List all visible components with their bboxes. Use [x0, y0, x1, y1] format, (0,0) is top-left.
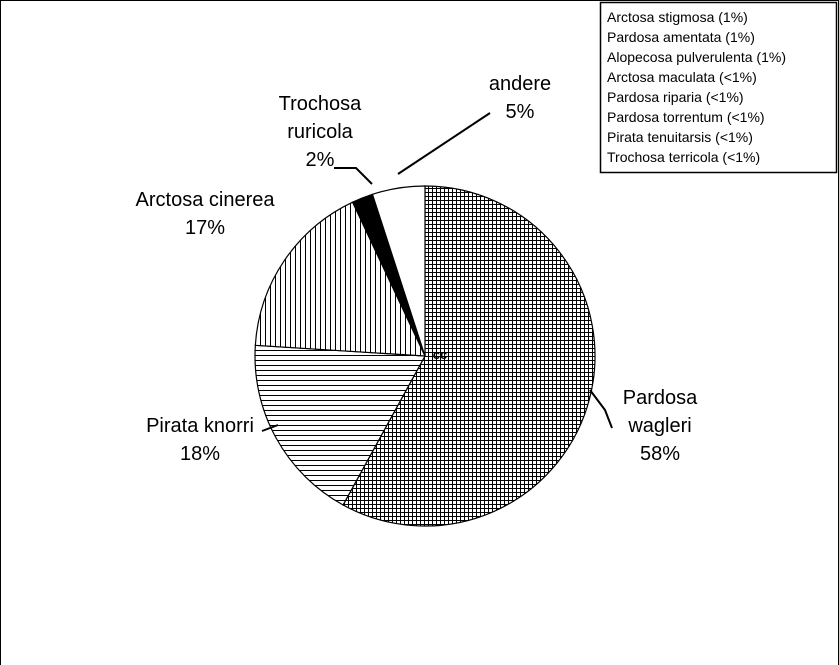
slice-value-label: 5%	[505, 101, 535, 123]
legend-box	[599, 1, 838, 174]
slice-value-label: 18%	[179, 443, 221, 465]
slice-label: Pirata knorri	[146, 415, 254, 437]
slice-value-label: 58%	[639, 443, 681, 465]
slice-label: Pardosa wagleri	[622, 387, 698, 437]
slice-value-label: 17%	[184, 217, 226, 239]
legend-note: Pardosa torrentum (<1%)	[607, 109, 765, 125]
leader-line	[334, 167, 373, 185]
legend-note: Arctosa maculata (<1%)	[607, 69, 757, 85]
leader-line	[397, 112, 491, 175]
leader-line	[261, 424, 279, 432]
slice-value-label: 2%	[305, 149, 335, 171]
legend-note: Pardosa riparia (<1%)	[607, 89, 744, 105]
pie-slice	[254, 201, 426, 357]
slice-label: Trochosa ruricola	[278, 93, 362, 143]
pie-slice	[342, 185, 596, 527]
legend-note: Pirata tenuitarsis (<1%)	[607, 129, 753, 145]
legend-note: Trochosa terricola (<1%)	[607, 149, 761, 165]
leader-line	[589, 389, 613, 429]
legend-note: Pardosa amentata (1%)	[607, 29, 755, 45]
center-label: cc	[433, 347, 447, 362]
pie-slice	[254, 344, 426, 506]
slice-label: Arctosa cinerea	[135, 189, 275, 211]
slice-label: andere	[488, 73, 552, 95]
legend-note: Alopecosa pulverulenta (1%)	[607, 49, 786, 65]
pie-slice	[371, 185, 426, 357]
legend-note: Arctosa stigmosa (1%)	[607, 9, 748, 25]
